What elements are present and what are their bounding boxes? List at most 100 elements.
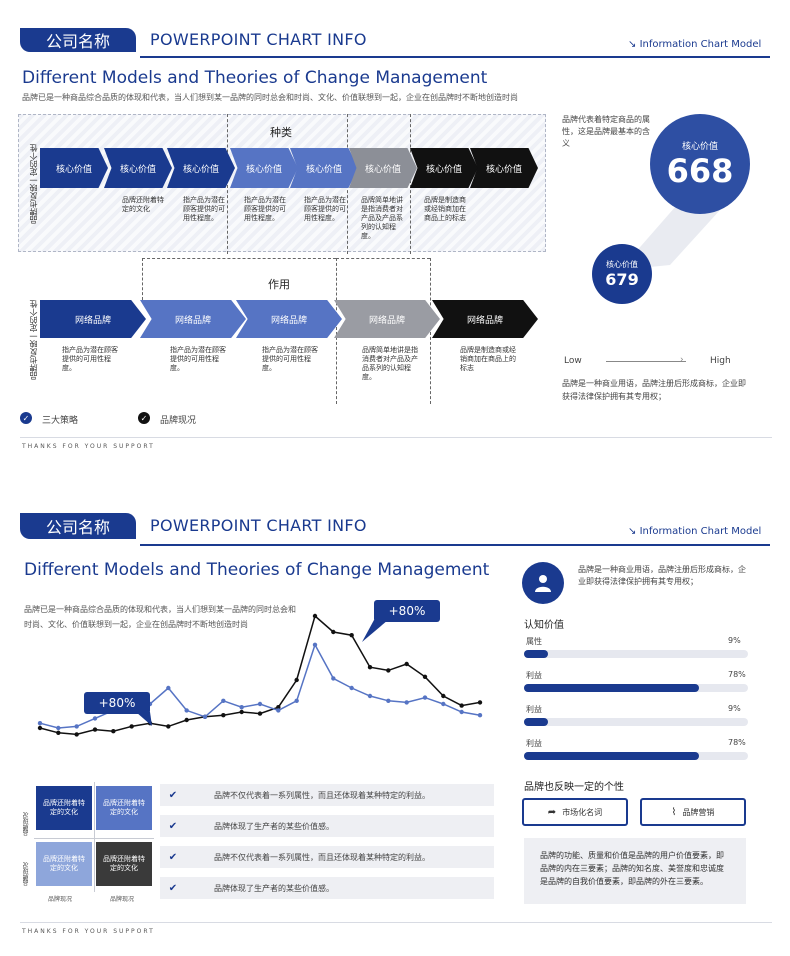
footer-thanks: THANKS FOR YOUR SUPPORT [22, 443, 155, 450]
check-icon: ✔ [168, 882, 178, 894]
bar-track [524, 650, 748, 658]
list-item-label: 品牌体现了生产者的某些价值感。 [214, 883, 334, 893]
data-point [459, 709, 464, 715]
connector [142, 258, 143, 300]
page-subtitle: 品牌已是一种商品综合品质的体现和代表，当人们想到某一品牌的同时总会和时尚、文化、… [24, 605, 296, 630]
low-high-arrow [606, 361, 686, 362]
data-point [239, 705, 244, 710]
divider [227, 114, 228, 254]
header-line [140, 544, 770, 546]
data-point [56, 730, 61, 735]
data-point [386, 698, 391, 703]
bar-value: 78% [728, 738, 746, 747]
avatar [522, 562, 564, 604]
header-line [140, 56, 770, 58]
big-circle-value: 668 [666, 151, 734, 190]
tile-3: 品牌还附着特定的文化 [36, 842, 92, 886]
top-arrow-7: 核心价值 [410, 148, 478, 188]
list-item: ✔ 品牌不仅代表着一系列属性，而且还体现着某种特定的利益。 [160, 846, 494, 868]
tile-vlabel-top: 品牌现况 [23, 812, 30, 836]
list-item: ✔ 品牌体现了生产者的某些价值感。 [160, 815, 494, 837]
data-point [331, 676, 336, 681]
callout-left: +80% [84, 692, 150, 714]
data-point [404, 700, 409, 705]
top-arrow-8: 核心价值 [470, 148, 538, 188]
top-arrow-4: 核心价值 [230, 148, 298, 188]
bar-label: 利益 [526, 739, 542, 748]
personality-title: 品牌也反映一定的个性 [524, 782, 624, 793]
data-point [202, 714, 208, 719]
bar-fill [524, 718, 548, 726]
share-arrow-icon: ➦ [547, 806, 557, 818]
data-point [422, 695, 428, 700]
section-top-label: 种类 [270, 126, 292, 139]
bar-value: 78% [728, 670, 746, 679]
check-icon: ✔ [168, 851, 178, 863]
small-value-circle: 核心价值 679 [592, 244, 652, 304]
small-circle-label: 核心价值 [606, 260, 638, 269]
data-point [441, 701, 446, 707]
header-right-label: ↘ Information Chart Model [628, 526, 762, 537]
data-point [294, 698, 299, 703]
high-label: High [710, 356, 731, 366]
bottom-arrow-3: 网络品牌 [236, 300, 342, 338]
brand-marketing-button[interactable]: ⌇ 品牌营销 [640, 798, 746, 826]
data-point [184, 708, 189, 713]
bar-value: 9% [728, 636, 741, 645]
bottom-arrow-4: 网络品牌 [334, 300, 440, 338]
footer-divider [20, 437, 772, 438]
top-arrow-6: 核心价值 [349, 148, 417, 188]
tile-hlabel-right: 品牌现况 [110, 896, 135, 903]
right-text-top: 品牌代表着特定商品的属性，这是品牌最基本的含义 [562, 115, 650, 148]
section-bottom-label: 作用 [268, 278, 290, 291]
data-point [459, 703, 464, 708]
bottom-desc-5: 品牌是制造商或经销商加在商品上的标志 [460, 346, 516, 373]
data-point [56, 725, 61, 731]
data-point [276, 705, 281, 710]
data-point [37, 721, 43, 726]
legend-black-label: 品牌现况 [160, 416, 197, 426]
recognition-title: 认知价值 [524, 620, 564, 631]
bar-fill [524, 650, 548, 658]
bar-label: 属性 [526, 637, 542, 646]
data-point [312, 642, 318, 647]
data-point [257, 701, 263, 707]
header-title: POWERPOINT CHART INFO [150, 516, 367, 535]
connector [336, 258, 337, 404]
market-noun-button[interactable]: ➦ 市场化名词 [522, 798, 628, 826]
legend-blue-label: 三大策略 [42, 416, 79, 426]
top-desc-5: 品牌简单地讲是指消费者对产品及产品系列的认知程度。 [361, 196, 403, 241]
data-point [92, 716, 98, 721]
list-item-label: 品牌不仅代表着一系列属性，而且还体现着某种特定的利益。 [214, 852, 430, 862]
data-point [239, 709, 244, 715]
list-item-label: 品牌体现了生产者的某些价值感。 [214, 821, 334, 831]
data-point [166, 685, 171, 691]
top-desc-3: 指产品为潜在顾客提供的可用性程度。 [244, 196, 286, 223]
data-point [294, 677, 299, 683]
bottom-arrow-2: 网络品牌 [140, 300, 246, 338]
bar-track [524, 718, 748, 726]
top-desc-4: 指产品为潜在顾客提供的可用性程度。 [304, 196, 346, 223]
data-point [129, 724, 134, 729]
connector [142, 258, 336, 259]
footer-thanks: THANKS FOR YOUR SUPPORT [22, 928, 155, 935]
bottom-desc-2: 指产品为潜在顾客提供的可用性程度。 [170, 346, 226, 373]
bar-fill [524, 752, 699, 760]
bottom-arrow-5: 网络品牌 [432, 300, 538, 338]
tile-vlabel-bottom: 品牌现况 [23, 862, 30, 886]
data-point [367, 665, 373, 670]
top-desc-2: 指产品为潜在顾客提供的可用性程度。 [183, 196, 225, 223]
bar-label: 利益 [526, 671, 542, 680]
tile-2: 品牌还附着特定的文化 [96, 786, 152, 830]
data-point [331, 629, 336, 635]
big-circle-label: 核心价值 [681, 141, 718, 152]
top-arrow-3: 核心价值 [167, 148, 235, 188]
small-circle-value: 679 [605, 270, 639, 289]
company-badge: 公司名称 [20, 513, 136, 539]
data-point [74, 732, 79, 737]
user-icon [535, 575, 551, 592]
list-item: ✔ 品牌不仅代表着一系列属性，而且还体现着某种特定的利益。 [160, 784, 494, 806]
data-point [441, 693, 446, 699]
header-title: POWERPOINT CHART INFO [150, 30, 367, 49]
